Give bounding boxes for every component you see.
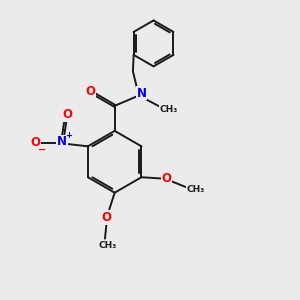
Text: N: N <box>57 135 67 148</box>
Text: CH₃: CH₃ <box>186 184 204 194</box>
Text: −: − <box>38 145 46 155</box>
Text: O: O <box>162 172 172 184</box>
Text: O: O <box>85 85 95 98</box>
Text: CH₃: CH₃ <box>159 105 177 114</box>
Text: +: + <box>65 130 72 140</box>
Text: O: O <box>101 211 111 224</box>
Text: O: O <box>31 136 40 149</box>
Text: CH₃: CH₃ <box>98 241 116 250</box>
Text: O: O <box>62 108 72 121</box>
Text: N: N <box>137 87 147 100</box>
